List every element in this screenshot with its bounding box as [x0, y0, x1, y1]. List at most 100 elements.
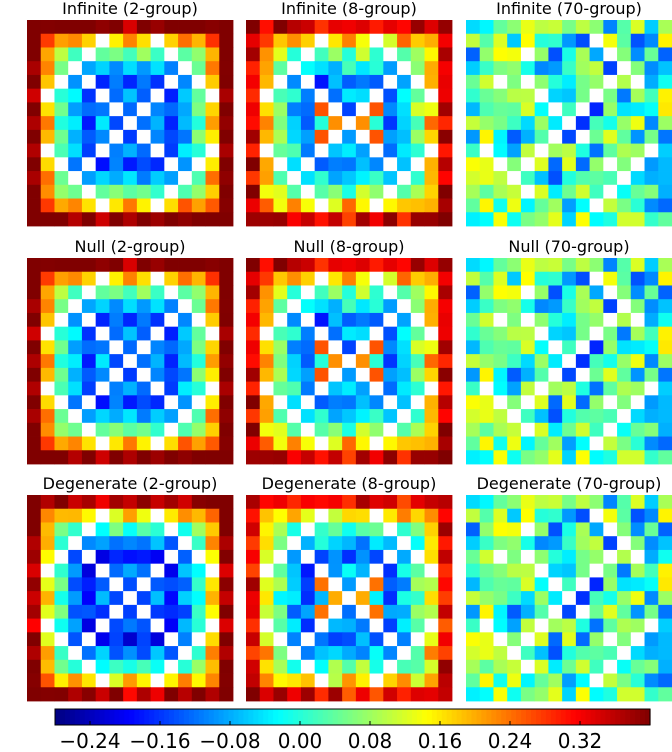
heatmap-cell: [630, 522, 645, 537]
colorbar-segment: [169, 709, 175, 725]
heatmap-cell: [575, 367, 590, 382]
heatmap-cell: [191, 61, 206, 76]
heatmap-cell: [205, 367, 220, 382]
heatmap-cell: [548, 326, 563, 341]
heatmap-cell: [164, 495, 179, 510]
colorbar-segment: [94, 709, 101, 725]
heatmap-cell: [81, 409, 97, 424]
heatmap-cell: [575, 20, 590, 35]
heatmap-cell: [617, 47, 632, 62]
heatmap-cell: [136, 536, 151, 551]
colorbar-segment: [273, 709, 279, 725]
heatmap-cell: [630, 450, 645, 465]
panel-title: Degenerate (2-group): [43, 474, 218, 493]
heatmap-cell: [273, 409, 288, 424]
heatmap-cell: [410, 522, 425, 537]
heatmap-cell: [314, 184, 329, 199]
heatmap-cell: [273, 20, 288, 35]
heatmap-cell: [617, 33, 632, 48]
heatmap-cell: [68, 102, 83, 117]
heatmap-cell: [520, 563, 536, 578]
heatmap-cell: [287, 673, 302, 688]
heatmap-cell: [520, 673, 536, 688]
heatmap-cell: [493, 687, 508, 702]
heatmap-cell: [355, 271, 370, 286]
heatmap-cell: [630, 88, 645, 103]
heatmap-cell: [410, 285, 425, 300]
heatmap-cell: [95, 659, 110, 674]
heatmap-cell: [178, 495, 193, 510]
heatmap-cell: [658, 673, 672, 688]
heatmap-cell: [617, 563, 632, 578]
heatmap-cell: [493, 563, 508, 578]
heatmap-cell: [479, 659, 494, 674]
heatmap-cell: [383, 171, 398, 186]
heatmap-cell: [205, 171, 220, 186]
heatmap-cell: [644, 659, 659, 674]
heatmap-cell: [520, 129, 536, 144]
heatmap-cell: [109, 33, 124, 48]
heatmap-cell: [40, 395, 55, 410]
heatmap-cell: [314, 618, 329, 633]
heatmap-cell: [548, 673, 563, 688]
heatmap-cell: [150, 687, 165, 702]
heatmap-cell: [493, 409, 508, 424]
heatmap-cell: [123, 618, 138, 633]
heatmap-cell: [548, 536, 563, 551]
heatmap-cell: [466, 258, 481, 273]
heatmap-cell: [479, 258, 494, 273]
heatmap-cell: [589, 184, 604, 199]
heatmap-cell: [493, 61, 508, 76]
heatmap-cell: [123, 258, 138, 273]
colorbar-segment: [471, 709, 478, 725]
heatmap-cell: [205, 340, 220, 355]
colorbar-segment: [332, 709, 339, 725]
heatmap-cell: [191, 184, 206, 199]
heatmap-cell: [314, 61, 329, 76]
colorbar-tick-label: 0.32: [558, 729, 603, 752]
heatmap-cell: [355, 495, 370, 510]
heatmap-cell: [109, 659, 124, 674]
heatmap-cell: [630, 495, 645, 510]
heatmap-cell: [534, 312, 549, 328]
heatmap-cell: [630, 591, 645, 606]
colorbar-segment: [397, 709, 403, 725]
heatmap-cell: [81, 508, 97, 523]
heatmap-cell: [178, 271, 193, 286]
heatmap-cell: [466, 549, 481, 565]
heatmap-cell: [630, 659, 645, 674]
heatmap-cell: [95, 157, 110, 172]
panel-title: Degenerate (8-group): [262, 474, 437, 493]
heatmap-cell: [123, 522, 138, 537]
colorbar-segment: [198, 709, 205, 725]
colorbar-segment: [178, 709, 185, 725]
heatmap-cell: [95, 522, 110, 537]
colorbar-segment: [377, 709, 383, 725]
heatmap-cell: [342, 508, 357, 523]
heatmap-cell: [150, 74, 165, 90]
heatmap-cell: [589, 618, 604, 633]
heatmap-cell: [575, 549, 590, 565]
heatmap-cell: [493, 354, 508, 369]
heatmap-cell: [397, 340, 412, 355]
heatmap-cell: [136, 422, 151, 437]
heatmap-cell: [205, 450, 220, 465]
heatmap-cell: [287, 436, 302, 451]
heatmap-cell: [534, 563, 549, 578]
colorbar-segment: [526, 709, 532, 725]
colorbar-segment: [312, 709, 319, 725]
heatmap-cell: [259, 632, 274, 647]
heatmap-cell: [617, 549, 632, 565]
heatmap-cell: [575, 618, 590, 633]
heatmap-cell: [95, 143, 110, 158]
heatmap-cell: [68, 20, 83, 35]
heatmap-cell: [493, 299, 508, 314]
heatmap-cell: [259, 102, 274, 117]
heatmap-cell: [287, 422, 302, 437]
heatmap-cell: [603, 61, 618, 76]
heatmap-cell: [287, 258, 302, 273]
heatmap-cell: [562, 577, 577, 592]
heatmap-cell: [205, 409, 220, 424]
heatmap-panel: Degenerate (8-group): [246, 474, 453, 702]
heatmap-cell: [219, 354, 234, 369]
